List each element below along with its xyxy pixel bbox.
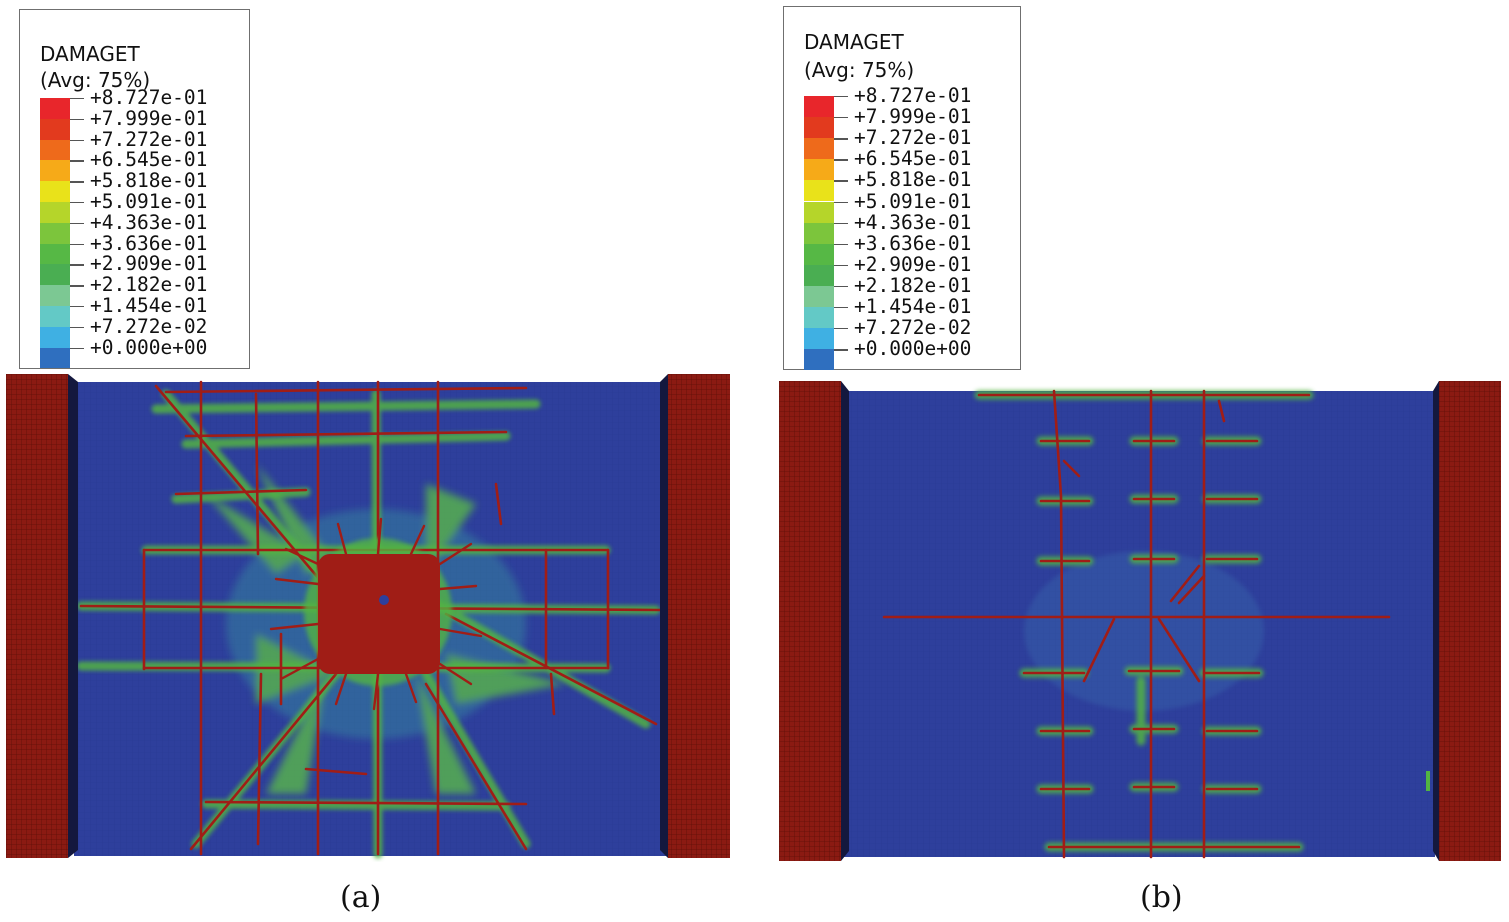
- legend-a-title: DAMAGET: [40, 42, 140, 66]
- legend-swatch: [40, 139, 70, 161]
- legend-swatch: [40, 181, 70, 202]
- legend-value: +8.727e-01: [90, 86, 208, 109]
- legend-tick: [70, 139, 84, 141]
- legend-value: +5.818e-01: [854, 168, 972, 192]
- legend-swatch: [40, 306, 70, 327]
- legend-value: +1.454e-01: [854, 295, 972, 318]
- legend-tick: [834, 328, 848, 330]
- legend-tick: [834, 307, 848, 309]
- legend-b: DAMAGET (Avg: 75%) +8.727e-01 +7.999e-01 +…: [783, 6, 1021, 371]
- legend-swatch: [804, 159, 834, 181]
- legend-swatch: [804, 138, 834, 160]
- legend-tick: [70, 243, 84, 245]
- legend-value: +5.091e-01: [854, 189, 972, 213]
- legend-swatch: [40, 160, 70, 182]
- legend-swatch: [40, 285, 70, 306]
- legend-swatch: [40, 202, 70, 223]
- legend-swatch: [40, 347, 70, 369]
- support-left-a: [6, 374, 68, 858]
- legend-a-subtitle: (Avg: 75%): [40, 68, 151, 92]
- legend-tick: [70, 118, 84, 121]
- legend-swatch: [804, 117, 834, 139]
- legend-value: +3.636e-01: [854, 231, 972, 255]
- legend-swatch: [40, 98, 70, 119]
- legend-value: +2.909e-01: [854, 252, 972, 276]
- legend-value: +7.999e-01: [854, 105, 972, 129]
- legend-tick: [834, 138, 848, 140]
- support-right-b: [1439, 381, 1501, 861]
- legend-tick: [70, 181, 84, 183]
- panel-b: [779, 381, 1503, 865]
- legend-value: +7.272e-02: [854, 316, 972, 340]
- legend-swatch: [804, 96, 834, 118]
- legend-swatch: [40, 264, 70, 286]
- legend-swatch: [40, 243, 70, 265]
- legend-swatch: [40, 326, 70, 348]
- legend-swatch: [804, 307, 834, 329]
- legend-tick: [70, 306, 84, 308]
- legend-swatch: [804, 328, 834, 350]
- legend-tick: [834, 96, 848, 98]
- legend-swatch: [40, 222, 70, 244]
- legend-b-subtitle: (Avg: 75%): [804, 58, 915, 82]
- legend-value: +7.272e-01: [854, 126, 972, 150]
- legend-value: +0.000e+00: [854, 337, 972, 361]
- cracks-b: [882, 389, 1391, 859]
- legend-swatch: [804, 349, 834, 371]
- legend-tick: [70, 160, 84, 162]
- legend-value: +3.636e-01: [90, 231, 208, 255]
- legend-tick: [70, 202, 84, 204]
- legend-tick: [834, 117, 848, 119]
- caption-a: (a): [340, 880, 382, 915]
- legend-value: +1.454e-01: [90, 294, 208, 317]
- legend-value: +2.182e-01: [854, 273, 972, 297]
- legend-b-title: DAMAGET: [804, 30, 904, 54]
- damage-contour-plot-b: [779, 381, 1501, 861]
- legend-tick: [834, 285, 848, 288]
- legend-swatch: [804, 243, 834, 265]
- legend-value: +4.363e-01: [854, 210, 972, 234]
- legend-value: +6.545e-01: [90, 148, 208, 172]
- legend-value: +8.727e-01: [854, 84, 972, 107]
- legend-tick: [70, 264, 84, 266]
- legend-value: +2.909e-01: [90, 252, 208, 276]
- legend-value: +6.545e-01: [854, 147, 972, 171]
- legend-swatch: [804, 222, 834, 244]
- legend-swatch: [804, 201, 834, 223]
- legend-tick: [834, 180, 848, 182]
- legend-value: +5.091e-01: [90, 190, 208, 213]
- legend-tick: [834, 264, 848, 267]
- legend-value: +7.272e-01: [90, 127, 208, 151]
- legend-value: +4.363e-01: [90, 210, 208, 234]
- legend-value: +7.272e-02: [90, 314, 208, 338]
- support-right-a: [668, 374, 730, 858]
- punching-zone-a: [269, 517, 483, 711]
- legend-tick: [70, 347, 84, 349]
- panel-a: [6, 374, 732, 862]
- caption-b: (b): [1140, 880, 1183, 915]
- legend-tick: [834, 349, 848, 351]
- legend-a: DAMAGET (Avg: 75%) +8.727e-01 +7.999e-01 +…: [19, 9, 250, 369]
- damage-contour-plot-a: [6, 374, 730, 859]
- legend-swatch: [804, 180, 834, 202]
- support-left-b: [779, 381, 841, 861]
- legend-tick: [70, 222, 84, 225]
- legend-tick: [834, 222, 848, 224]
- legend-value: +0.000e+00: [90, 335, 208, 359]
- legend-tick: [834, 159, 848, 161]
- legend-value: +2.182e-01: [90, 273, 208, 297]
- legend-tick: [834, 201, 848, 203]
- legend-swatch: [804, 264, 834, 286]
- legend-tick: [70, 326, 84, 329]
- legend-swatch: [804, 285, 834, 307]
- legend-swatch: [40, 118, 70, 140]
- legend-tick: [70, 285, 84, 287]
- legend-value: +5.818e-01: [90, 169, 208, 193]
- legend-tick: [834, 243, 848, 246]
- legend-tick: [70, 98, 84, 100]
- legend-value: +7.999e-01: [90, 106, 208, 130]
